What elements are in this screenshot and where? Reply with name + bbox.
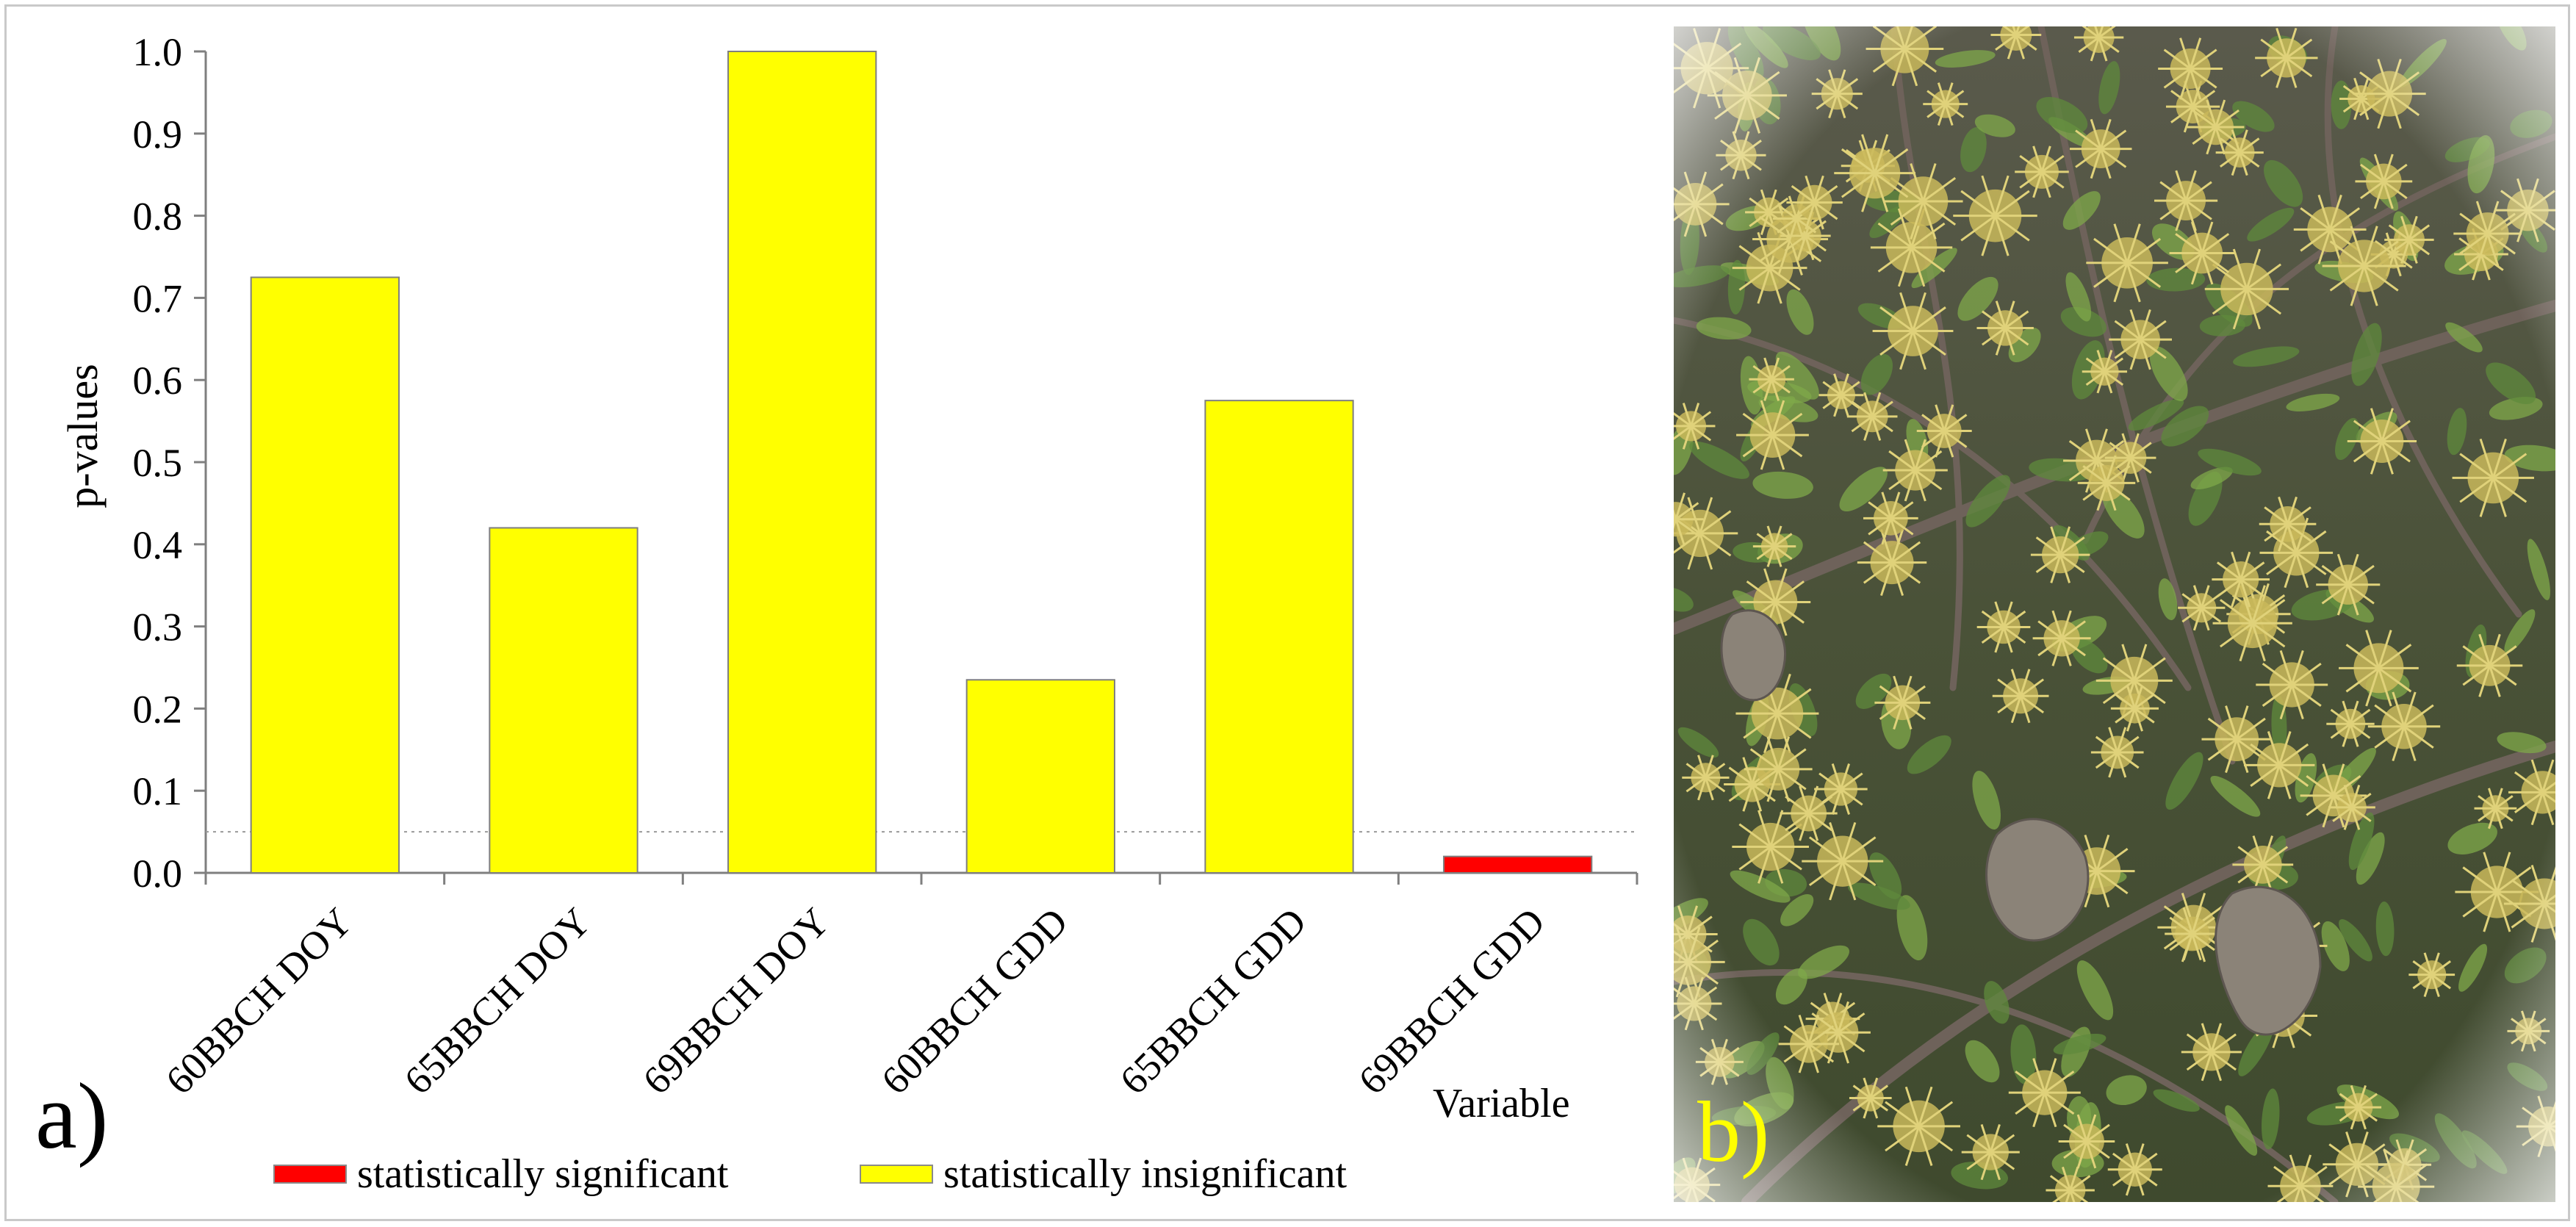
y-tick-label: 0.3 [133, 605, 183, 650]
legend-label-significant: statistically significant [357, 1151, 729, 1197]
legend-swatch-significant [273, 1165, 347, 1184]
bar [1204, 400, 1354, 874]
x-tick-label: 65BBCH GDD [1112, 899, 1315, 1103]
y-tick-label: 0.9 [133, 112, 183, 156]
photo-illustration [1674, 26, 2555, 1202]
legend-item-significant: statistically significant [273, 1151, 729, 1197]
x-tick-label: 60BBCH DOY [157, 899, 361, 1103]
panel-label-a: a) [35, 1064, 109, 1168]
y-tick-label: 0.2 [133, 687, 183, 731]
legend-swatch-insignificant [860, 1165, 933, 1184]
y-tick-label: 0.5 [133, 441, 183, 485]
legend-label-insignificant: statistically insignificant [943, 1151, 1348, 1197]
bar-chart: 0.0 0.1 0.2 0.3 0.4 0.5 0.6 0.7 0.8 0.9 1.0 60BBCH … [133, 30, 1638, 1103]
x-tick-label: 60BBCH GDD [873, 899, 1076, 1103]
x-tick-label: 65BBCH DOY [396, 899, 600, 1103]
y-tick-label: 0.6 [133, 359, 183, 403]
photo-flowering-shrub [1674, 26, 2555, 1202]
y-tick-label: 0.7 [133, 276, 183, 320]
bar [727, 51, 877, 874]
y-axis-label: p-values [58, 364, 107, 508]
bar [1443, 855, 1593, 874]
bar [489, 527, 638, 874]
y-tick-label: 1.0 [133, 30, 183, 74]
x-axis-label: Variable [1433, 1081, 1570, 1126]
y-tick-label: 0.1 [133, 769, 183, 813]
x-tick-label: 69BBCH GDD [1350, 899, 1553, 1103]
y-tick-label: 0.8 [133, 195, 183, 239]
y-tick-label: 0.0 [133, 852, 183, 896]
x-tick-label: 69BBCH DOY [634, 899, 838, 1103]
bar [965, 679, 1115, 874]
panel-label-b: b) [1697, 1084, 1770, 1180]
legend-item-insignificant: statistically insignificant [860, 1151, 1348, 1197]
bar [250, 276, 400, 874]
y-tick-label: 0.4 [133, 523, 183, 567]
